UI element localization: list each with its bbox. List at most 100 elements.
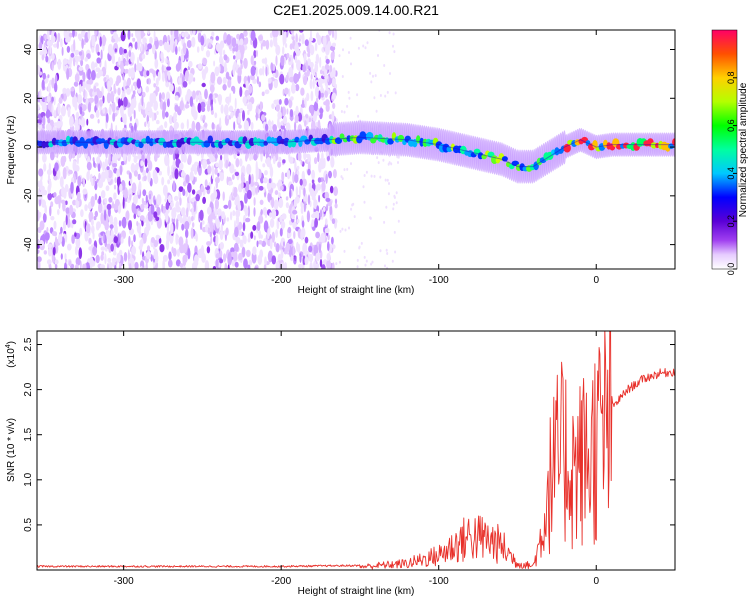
spectrogram-noise-blob	[53, 109, 57, 118]
spectrogram-noise-blob	[303, 201, 306, 213]
spectrogram-noise-blob	[245, 249, 251, 258]
spectrogram-noise-blob	[386, 178, 389, 182]
ridge-center-line	[37, 136, 675, 168]
spectrogram-noise-blob	[272, 124, 278, 132]
spectrogram-noise-blob	[94, 193, 98, 201]
spectrogram-noise-blob	[182, 42, 187, 55]
spectrogram-noise-blob	[215, 35, 220, 41]
spectrogram-noise-blob	[165, 111, 169, 118]
spectrogram-noise-blob	[89, 113, 95, 119]
spectrogram-noise-blob	[219, 65, 225, 74]
spectrogram-noise-blob	[340, 175, 343, 179]
spectrogram-noise-blob	[281, 220, 286, 229]
spectrogram-noise-blob	[264, 256, 267, 267]
spectrogram-noise-blob	[153, 30, 156, 40]
spectrogram-noise-blob	[75, 124, 80, 131]
spectrogram-noise-blob	[284, 97, 289, 106]
snr-plot-area	[37, 331, 675, 570]
spectrogram-noise-blob	[182, 254, 188, 264]
spectrogram-noise-blob	[75, 111, 80, 120]
spectrogram-noise-blob	[255, 112, 258, 121]
spectrogram-noise-blob	[376, 156, 379, 160]
spectrogram-noise-blob	[214, 99, 217, 104]
spectrogram-noise-blob	[43, 42, 46, 48]
spectrogram-noise-blob	[107, 169, 113, 179]
spectrogram-noise-blob	[306, 70, 310, 77]
spectrogram-noise-blob	[210, 71, 216, 84]
spectrogram-noise-blob	[357, 114, 360, 118]
spectrogram-noise-blob	[202, 196, 207, 204]
ridge-blob	[563, 143, 571, 153]
spectrogram-noise-blob	[308, 245, 313, 253]
spectrogram-noise-blob	[107, 262, 109, 269]
spectrogram-noise-blob	[348, 96, 351, 100]
spectrogram-noise-blob	[149, 68, 154, 73]
spectrogram-noise-blob	[289, 76, 295, 83]
spectrogram-noise-blob	[158, 237, 162, 244]
spectrogram-noise-blob	[222, 76, 227, 85]
spectrogram-noise-blob	[191, 120, 196, 132]
spectrogram-noise-blob	[334, 203, 338, 209]
spectrogram-noise-blob	[275, 55, 278, 66]
spectrogram-noise-blob	[98, 172, 101, 181]
spectrogram-noise-blob	[147, 30, 150, 35]
spectrogram-noise-blob	[379, 249, 382, 253]
spectrogram-noise-blob	[122, 57, 127, 67]
spectrogram-noise-blob	[215, 234, 219, 246]
spectrogram-noise-blob	[128, 50, 132, 58]
spectrogram-noise-blob	[303, 152, 306, 158]
spectrogram-noise-blob	[278, 156, 282, 162]
spectrogram-noise-blob	[324, 75, 327, 87]
spectrogram-noise-blob	[300, 87, 305, 96]
spectrogram-noise-blob	[293, 199, 297, 208]
spectrogram-noise-blob	[74, 245, 78, 256]
spectrogram-noise-blob	[123, 113, 127, 126]
spectrogram-noise-blob	[283, 30, 288, 33]
spectrogram-noise-blob	[223, 66, 228, 73]
spectrogram-noise-blob	[193, 77, 196, 82]
spectrogram-noise-blob	[246, 95, 251, 100]
snr-x-tick-label: -200	[271, 576, 291, 587]
spectrogram-noise-blob	[61, 46, 64, 57]
spectrogram-noise-blob	[235, 110, 238, 119]
spectrogram-noise-blob	[80, 209, 84, 218]
spectrogram-noise-blob	[75, 165, 80, 172]
spectrogram-noise-blob	[225, 159, 229, 169]
spectrogram-noise-blob	[297, 112, 303, 122]
spectrogram-noise-blob	[248, 84, 253, 94]
spectrogram-noise-blob	[120, 236, 124, 244]
spectrogram-noise-blob	[113, 192, 117, 200]
spectrogram-noise-blob	[194, 161, 199, 167]
spectrogram-noise-blob	[278, 197, 284, 209]
spectrogram-noise-blob	[243, 214, 246, 224]
spectrogram-noise-blob	[310, 73, 313, 80]
spectrogram-noise-blob	[97, 163, 101, 172]
spectrogram-noise-blob	[37, 119, 42, 124]
spectrogram-noise-blob	[213, 186, 216, 196]
spectrogram-noise-blob	[201, 82, 206, 88]
spectrogram-noise-blob	[219, 242, 224, 250]
spectrogram-noise-blob	[75, 236, 81, 249]
spectrogram-noise-blob	[102, 161, 106, 172]
spectrogram-noise-blob	[343, 168, 346, 172]
spectrogram-noise-blob	[75, 257, 81, 266]
spectrogram-noise-blob	[219, 172, 225, 182]
spectrogram-noise-blob	[272, 30, 277, 38]
spectrogram-noise-blob	[93, 160, 96, 168]
spectrogram-noise-blob	[288, 98, 293, 109]
spectrogram-noise-blob	[331, 110, 335, 123]
spectrogram-noise-blob	[241, 246, 246, 258]
spectrogram-noise-blob	[111, 101, 116, 113]
spectrogram-noise-blob	[164, 155, 170, 167]
spectrogram-noise-blob	[253, 153, 258, 161]
spectrogram-noise-blob	[317, 119, 321, 131]
spectrogram-noise-blob	[74, 232, 77, 237]
spectrogram-noise-blob	[285, 242, 290, 252]
spectrogram-noise-blob	[180, 207, 186, 217]
spectrogram-noise-blob	[62, 58, 68, 65]
spectrogram-noise-blob	[133, 234, 136, 243]
spectrogram-noise-blob	[156, 206, 161, 216]
spectrogram-noise-blob	[248, 101, 253, 112]
spectrogram-noise-blob	[134, 41, 138, 50]
